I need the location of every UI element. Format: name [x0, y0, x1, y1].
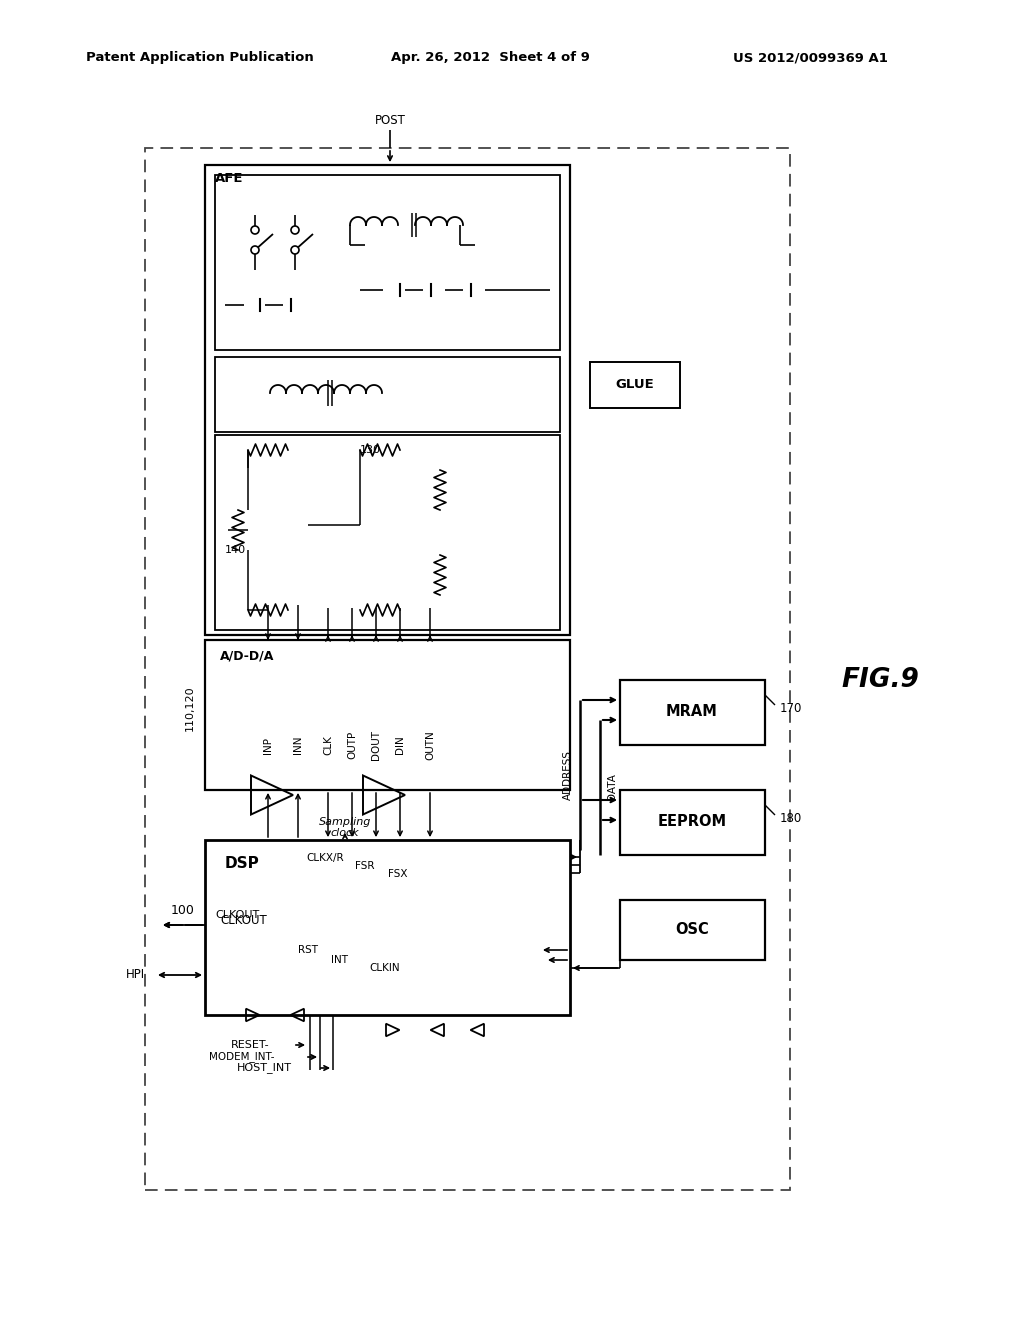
Text: Apr. 26, 2012  Sheet 4 of 9: Apr. 26, 2012 Sheet 4 of 9 [390, 51, 590, 65]
Bar [590, 362, 680, 408]
Text: CLKOUT: CLKOUT [215, 909, 259, 920]
Text: A/D-D/A: A/D-D/A [220, 649, 274, 663]
Bar [620, 900, 765, 960]
Text: HOST_INT: HOST_INT [237, 1063, 292, 1073]
Text: 130: 130 [360, 445, 381, 455]
Bar [215, 356, 560, 432]
Text: FSX: FSX [388, 869, 408, 879]
Text: CLKOUT: CLKOUT [220, 913, 266, 927]
Text: 170: 170 [780, 701, 803, 714]
Text: DOUT: DOUT [371, 730, 381, 760]
Text: INT: INT [332, 954, 348, 965]
Text: 180: 180 [780, 812, 802, 825]
Text: GLUE: GLUE [615, 379, 654, 392]
Text: CLKX/R: CLKX/R [306, 853, 344, 863]
Text: OUTP: OUTP [347, 731, 357, 759]
Bar [620, 680, 765, 744]
Text: HPI: HPI [126, 969, 145, 982]
Text: 140: 140 [225, 545, 246, 554]
Bar [620, 789, 765, 855]
Bar [215, 176, 560, 350]
Text: DSP: DSP [225, 855, 260, 870]
Text: 100: 100 [171, 903, 195, 916]
Text: OUTN: OUTN [425, 730, 435, 760]
Text: MODEM_INT-: MODEM_INT- [210, 1052, 275, 1063]
Text: clock: clock [331, 828, 359, 838]
Text: INN: INN [293, 735, 303, 754]
Text: ADDRESS: ADDRESS [563, 750, 573, 800]
Text: 110,120: 110,120 [185, 685, 195, 731]
Text: Patent Application Publication: Patent Application Publication [86, 51, 314, 65]
Circle shape [251, 226, 259, 234]
Text: DIN: DIN [395, 735, 406, 754]
Text: RST: RST [298, 945, 318, 954]
Bar [205, 640, 570, 789]
Text: EEPROM: EEPROM [657, 814, 727, 829]
Text: FSR: FSR [355, 861, 375, 871]
Text: Sampling: Sampling [318, 817, 371, 828]
Circle shape [291, 246, 299, 253]
Bar [205, 840, 570, 1015]
Text: INP: INP [263, 737, 273, 754]
Bar [145, 148, 790, 1191]
Text: AFE: AFE [215, 172, 244, 185]
Text: US 2012/0099369 A1: US 2012/0099369 A1 [732, 51, 888, 65]
Text: MRAM: MRAM [666, 705, 718, 719]
Circle shape [251, 246, 259, 253]
Text: RESET-: RESET- [231, 1040, 270, 1049]
Text: POST: POST [375, 114, 406, 127]
Text: CLKIN: CLKIN [370, 964, 400, 973]
Bar [215, 436, 560, 630]
Text: DATA: DATA [607, 774, 617, 800]
Bar [205, 165, 570, 635]
Text: FIG.9: FIG.9 [841, 667, 919, 693]
Text: CLK: CLK [323, 735, 333, 755]
Text: OSC: OSC [675, 923, 709, 937]
Circle shape [291, 226, 299, 234]
